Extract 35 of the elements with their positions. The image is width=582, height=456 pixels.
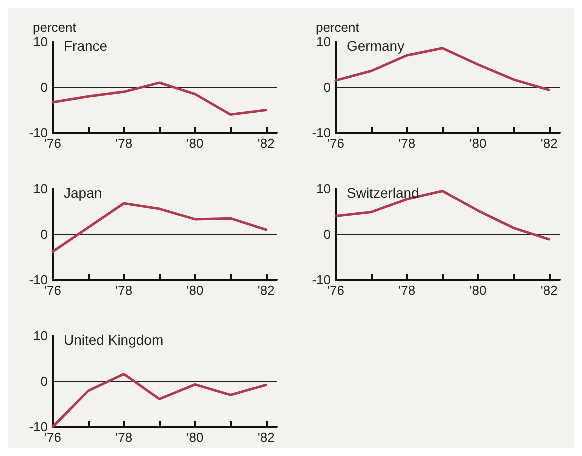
x-tick-label: '80 (186, 136, 204, 151)
line-series (52, 82, 268, 116)
chart-title: France (64, 38, 108, 54)
x-tick-label: '78 (398, 283, 416, 298)
y-tick-label: 10 (34, 34, 48, 50)
y-tick-label: 10 (316, 182, 331, 196)
y-tick-label: 0 (40, 80, 48, 95)
x-tick-label: '82 (258, 136, 275, 151)
x-tick-label: '80 (186, 283, 204, 298)
y-axis-title: percent (316, 20, 360, 35)
x-tick-label: '78 (116, 430, 133, 445)
x-tick-label: '80 (470, 283, 487, 298)
x-tick-label: '78 (116, 283, 133, 298)
x-tick-label: '82 (540, 136, 558, 151)
x-tick-label: '80 (186, 430, 204, 445)
x-tick-label: '78 (398, 136, 416, 151)
y-tick-label: 10 (34, 328, 48, 344)
y-tick-label: 10 (34, 182, 48, 196)
chart-title: Switzerland (347, 185, 420, 201)
y-axis-title: percent (33, 20, 77, 35)
y-tick-label: 10 (316, 34, 331, 50)
y-tick-label: 0 (324, 227, 331, 242)
chart-title: Japan (64, 185, 102, 201)
x-tick-label: '82 (258, 430, 275, 445)
x-tick-label: '80 (470, 136, 487, 151)
y-tick-label: 0 (40, 374, 48, 389)
line-series (52, 372, 268, 428)
chart-title: Germany (347, 38, 405, 54)
line-series (52, 202, 268, 254)
x-tick-label: '82 (540, 283, 558, 298)
y-tick-label: 0 (324, 80, 331, 95)
x-tick-label: '82 (258, 283, 275, 298)
x-tick-label: '78 (116, 136, 133, 151)
chart-title: United Kingdom (64, 332, 164, 348)
y-tick-label: 0 (40, 227, 48, 242)
